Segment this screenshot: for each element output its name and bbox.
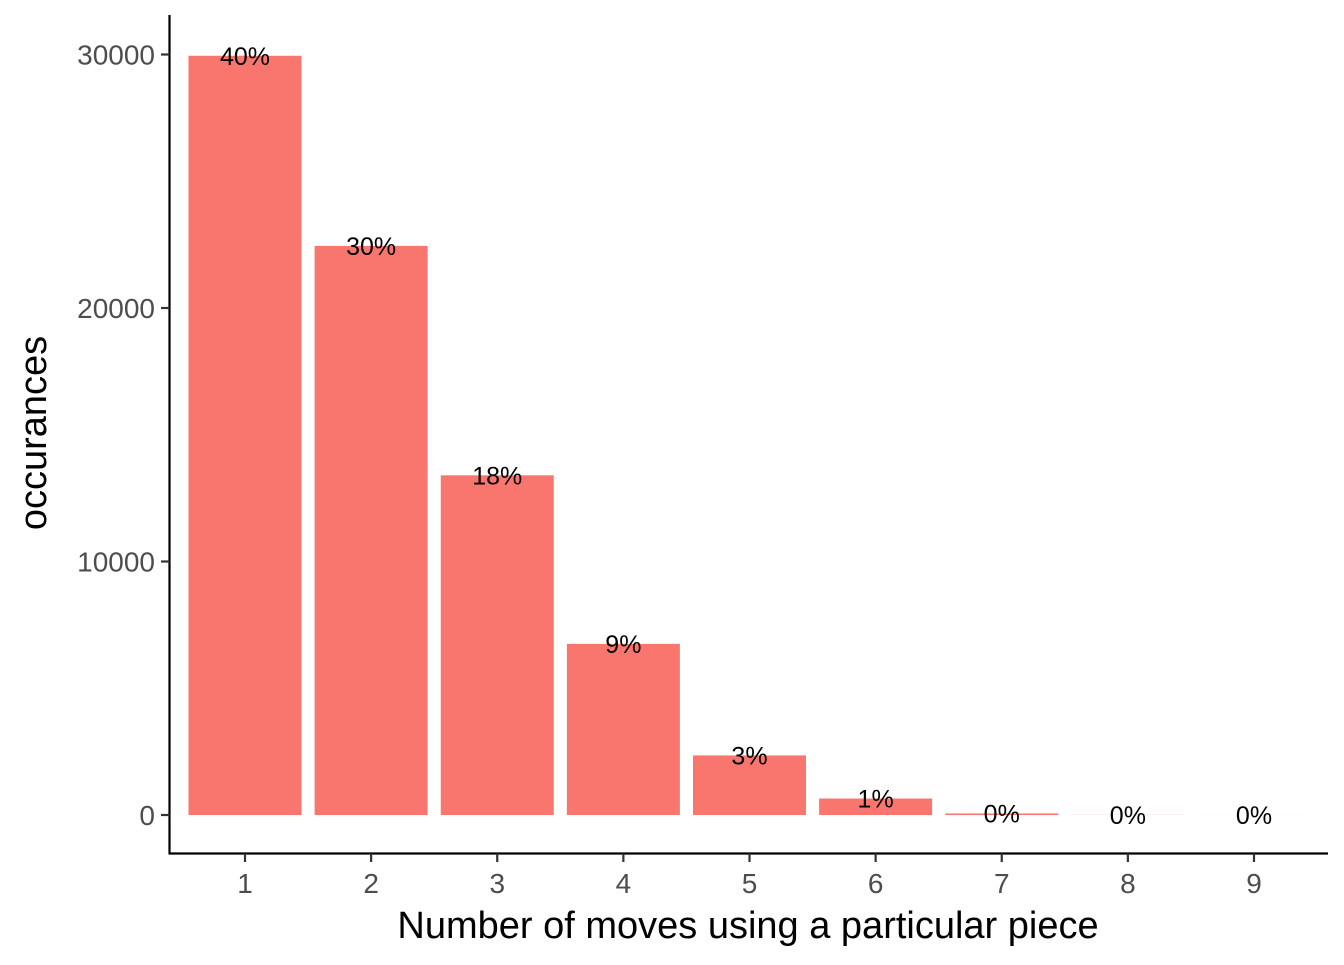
data-label-2: 30%: [346, 233, 396, 261]
data-label-1: 40%: [220, 43, 270, 71]
data-label-8: 0%: [1110, 802, 1146, 830]
x-tick-label-7: 7: [994, 868, 1010, 899]
x-tick-label-6: 6: [868, 868, 884, 899]
data-label-7: 0%: [984, 800, 1020, 828]
x-tick-label-1: 1: [237, 868, 253, 899]
bar-1: [189, 56, 302, 815]
x-tick-label-8: 8: [1120, 868, 1136, 899]
x-ticks-group: 1 2 3 4 5 6 7 8 9: [237, 854, 1262, 900]
data-label-3: 18%: [472, 462, 522, 490]
y-ticks-group: 0 10000 20000 30000: [77, 40, 169, 832]
y-tick-label-20000: 20000: [77, 293, 155, 324]
y-tick-label-10000: 10000: [77, 547, 155, 578]
data-label-6: 1%: [858, 786, 894, 814]
data-label-9: 0%: [1236, 802, 1272, 830]
y-tick-label-30000: 30000: [77, 40, 155, 71]
x-tick-label-2: 2: [363, 868, 379, 899]
data-label-4: 9%: [605, 631, 641, 659]
bar-4: [567, 644, 680, 815]
data-label-5: 3%: [731, 742, 767, 770]
x-tick-label-9: 9: [1246, 868, 1262, 899]
x-axis-title: Number of moves using a particular piece: [397, 905, 1098, 947]
y-tick-label-0: 0: [139, 800, 155, 831]
x-tick-label-3: 3: [489, 868, 505, 899]
bar-2: [315, 246, 428, 815]
x-tick-label-5: 5: [742, 868, 758, 899]
bar-3: [441, 475, 554, 815]
x-tick-label-4: 4: [616, 868, 632, 899]
bars-group: [189, 56, 1311, 815]
y-axis-title: occurances: [13, 336, 55, 530]
